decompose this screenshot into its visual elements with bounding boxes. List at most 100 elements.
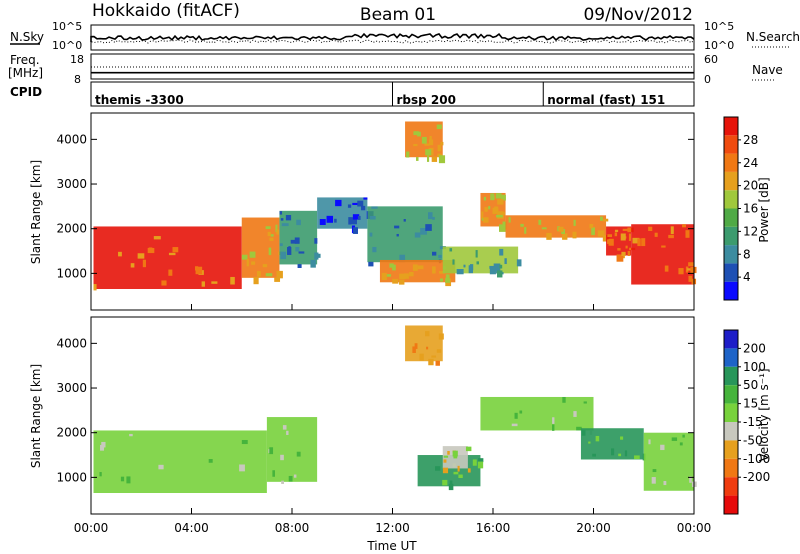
x-tick-label: 16:00 [476,521,511,535]
power-speckle [668,234,674,239]
velocity-speckle [634,455,640,460]
power-speckle [142,259,146,268]
power-speckle [452,259,455,265]
power-speckle [429,135,432,140]
velocity-region [93,430,267,494]
power-speckle [265,273,273,277]
power-speckle [334,218,337,223]
colorbar-swatch [724,153,738,172]
power-speckle [295,246,300,252]
velocity-speckle [552,417,555,424]
colorbar-swatch [724,403,738,422]
power-speckle [622,254,625,259]
noise-panel: N.Sky 10^5 10^0 10^5 10^0 N.Search [10,20,800,52]
velocity-speckle [443,459,447,463]
power-speckle [274,277,281,282]
velocity-speckle [419,353,424,361]
velocity-speckle [435,466,441,471]
power-speckle [416,157,419,161]
velocity-speckle [428,358,434,366]
power-speckle [678,268,684,275]
velocity-speckle [414,343,418,349]
velocity-speckle [573,411,577,417]
power-speckle [195,266,203,275]
power-speckle [627,250,631,256]
power-region [379,259,456,283]
noise-right-tick-bottom: 10^0 [704,39,734,52]
velocity-speckle [652,469,657,473]
power-speckle [469,264,474,271]
colorbar-tick-label: 15 [743,397,758,411]
power-speckle [386,274,392,277]
colorbar-swatch [724,385,738,404]
colorbar-swatch [724,458,738,478]
power-speckle [347,204,352,208]
power-speckle [369,232,373,237]
velocity-speckle [282,425,287,430]
velocity-speckle [679,442,683,446]
velocity-speckle [101,441,106,448]
power-speckle [275,224,278,233]
power-speckle [352,220,355,223]
power-speckle [406,151,410,158]
power-speckle [489,265,496,269]
power-speckle [664,265,669,272]
power-speckle [438,155,446,164]
velocity-speckle [120,476,125,482]
colorbar-swatch [724,135,738,154]
noise-sky-label: N.Sky [10,30,44,44]
colorbar-tick-label: 100 [743,360,766,374]
power-speckle [319,219,326,225]
y-tick-label: 1000 [56,266,87,280]
colorbar-swatch [724,366,738,386]
velocity-speckle [682,434,685,438]
velocity-colorbar: 200 100 50 15 -15 -50 -100 -200 [723,329,770,515]
x-tick-label: 00:00 [74,521,109,535]
power-speckle [591,227,595,236]
velocity-speckle [511,423,518,427]
nave-label: Nave [752,63,783,77]
nave-tick-bottom: 0 [704,73,711,86]
power-speckle [622,228,630,231]
power-speckle [93,284,97,291]
power-speckle [685,230,690,238]
power-speckle [153,236,161,240]
freq-panel: Freq. [MHz] 18 8 60 0 Nave [8,53,783,86]
power-speckle [279,243,283,247]
power-speckle [496,214,503,218]
power-speckle [436,124,442,130]
velocity-speckle [296,451,301,457]
power-speckle [425,224,432,231]
power-speckle [265,226,271,230]
velocity-region [643,432,694,491]
power-speckle [589,223,594,229]
velocity-speckle [648,439,651,445]
power-speckle [501,194,506,201]
velocity-speckle [426,346,429,350]
velocity-speckle [477,461,484,469]
velocity-speckle [660,444,665,451]
power-speckle [456,269,464,275]
power-speckle [403,273,409,279]
colorbar-tick-label: 20 [743,179,758,193]
power-speckle [614,232,618,237]
colorbar-swatch [724,190,738,209]
power-speckle [147,247,155,254]
power-speckle [425,149,432,156]
power-speckle [428,212,433,220]
colorbar-tick-label: 12 [743,224,758,238]
colorbar-tick-label: 200 [743,341,766,355]
power-region [241,217,280,278]
power-speckle [246,259,249,267]
power-speckle [269,237,274,241]
power-speckle [632,237,640,244]
power-speckle [432,251,437,256]
power-speckle [573,219,576,226]
power-speckle [621,251,626,257]
x-axis-title: Time UT [366,539,417,553]
velocity-speckle [286,430,289,435]
velocity-speckle [447,450,450,455]
power-speckle [495,193,502,199]
colorbar-swatch [724,281,738,300]
